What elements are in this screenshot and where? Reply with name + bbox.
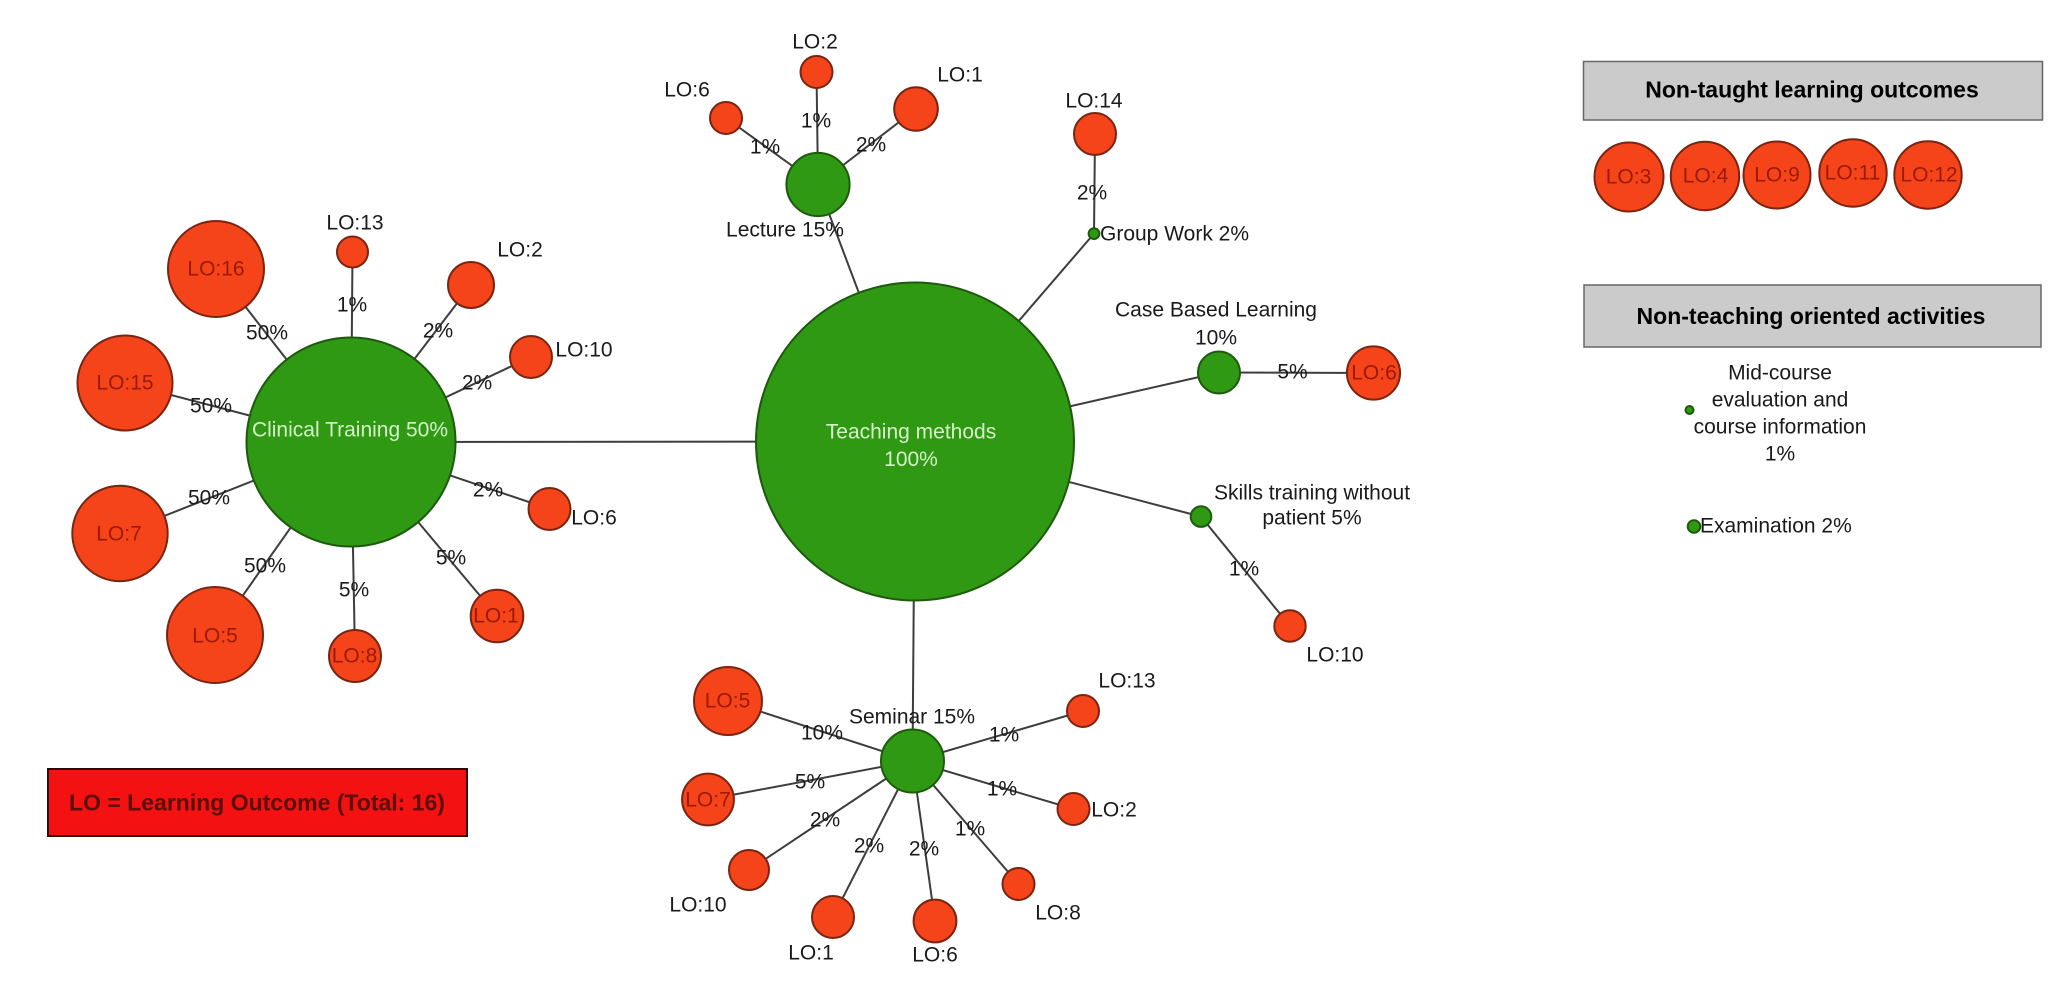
svg-text:LO:12: LO:12	[1900, 164, 1957, 187]
svg-text:50%: 50%	[244, 555, 286, 578]
svg-text:2%: 2%	[462, 372, 492, 395]
svg-text:LO:1: LO:1	[937, 64, 983, 87]
svg-text:LO:2: LO:2	[792, 31, 838, 54]
svg-text:LO:11: LO:11	[1825, 162, 1881, 185]
svg-text:2%: 2%	[473, 479, 503, 502]
svg-text:LO:2: LO:2	[1091, 799, 1137, 822]
svg-text:LO:3: LO:3	[1606, 166, 1652, 189]
svg-text:1%: 1%	[955, 818, 985, 841]
svg-text:5%: 5%	[795, 771, 825, 794]
svg-text:LO:5: LO:5	[192, 625, 238, 648]
svg-text:1%: 1%	[989, 724, 1019, 747]
svg-text:5%: 5%	[436, 547, 466, 570]
svg-text:patient 5%: patient 5%	[1262, 507, 1361, 530]
svg-text:LO:6: LO:6	[1351, 362, 1397, 385]
svg-text:5%: 5%	[1277, 361, 1307, 384]
svg-text:Skills training without: Skills training without	[1214, 482, 1410, 505]
svg-text:1%: 1%	[750, 136, 780, 159]
svg-text:Case Based Learning: Case Based Learning	[1115, 299, 1317, 322]
svg-text:50%: 50%	[246, 322, 288, 345]
svg-text:LO:16: LO:16	[187, 258, 244, 281]
svg-text:2%: 2%	[810, 809, 840, 832]
svg-text:Non-teaching oriented activiti: Non-teaching oriented activities	[1637, 303, 1986, 329]
svg-text:course information: course information	[1694, 416, 1867, 439]
svg-text:Lecture 15%: Lecture 15%	[726, 219, 844, 242]
svg-text:Non-taught learning outcomes: Non-taught learning outcomes	[1645, 77, 1979, 103]
svg-text:50%: 50%	[188, 487, 230, 510]
svg-text:LO:8: LO:8	[1035, 902, 1081, 925]
svg-text:LO = Learning Outcome (Total:: LO = Learning Outcome (Total: 16)	[69, 790, 445, 816]
svg-text:LO:10: LO:10	[669, 894, 726, 917]
svg-text:1%: 1%	[987, 778, 1017, 801]
svg-text:10%: 10%	[1195, 327, 1237, 350]
svg-text:LO:9: LO:9	[1754, 164, 1800, 187]
svg-text:LO:14: LO:14	[1065, 90, 1123, 113]
svg-text:1%: 1%	[801, 110, 831, 133]
svg-text:LO:1: LO:1	[473, 605, 519, 628]
svg-text:2%: 2%	[854, 835, 884, 858]
svg-text:2%: 2%	[423, 320, 453, 343]
svg-text:2%: 2%	[909, 838, 939, 861]
svg-text:LO:10: LO:10	[1306, 644, 1363, 667]
svg-text:Examination 2%: Examination 2%	[1700, 515, 1852, 538]
svg-text:LO:6: LO:6	[912, 944, 958, 967]
svg-text:Seminar 15%: Seminar 15%	[849, 706, 975, 729]
svg-text:2%: 2%	[856, 134, 886, 157]
svg-text:Mid-course: Mid-course	[1728, 362, 1832, 385]
svg-text:LO:5: LO:5	[705, 690, 751, 713]
svg-text:1%: 1%	[1229, 558, 1259, 581]
svg-text:LO:6: LO:6	[571, 507, 617, 530]
svg-text:LO:7: LO:7	[96, 523, 142, 546]
svg-text:1%: 1%	[1765, 443, 1795, 466]
svg-text:Group Work 2%: Group Work 2%	[1100, 223, 1249, 246]
svg-text:Clinical Training 50%: Clinical Training 50%	[252, 419, 448, 442]
svg-text:50%: 50%	[190, 395, 232, 418]
svg-text:100%: 100%	[884, 448, 938, 471]
svg-text:LO:2: LO:2	[497, 239, 543, 262]
svg-text:LO:7: LO:7	[685, 789, 731, 812]
svg-text:LO:8: LO:8	[332, 645, 378, 668]
svg-text:LO:4: LO:4	[1683, 165, 1729, 188]
svg-text:LO:10: LO:10	[555, 339, 612, 362]
svg-text:LO:15: LO:15	[96, 372, 153, 395]
svg-text:10%: 10%	[801, 722, 843, 745]
svg-text:1%: 1%	[337, 294, 367, 317]
svg-text:2%: 2%	[1077, 182, 1107, 205]
svg-text:evaluation and: evaluation and	[1712, 389, 1849, 412]
svg-text:Teaching methods: Teaching methods	[826, 421, 996, 444]
svg-text:5%: 5%	[339, 579, 369, 602]
svg-text:LO:13: LO:13	[326, 212, 383, 235]
svg-text:LO:13: LO:13	[1098, 670, 1155, 693]
svg-text:LO:1: LO:1	[788, 942, 834, 965]
svg-text:LO:6: LO:6	[664, 79, 710, 102]
